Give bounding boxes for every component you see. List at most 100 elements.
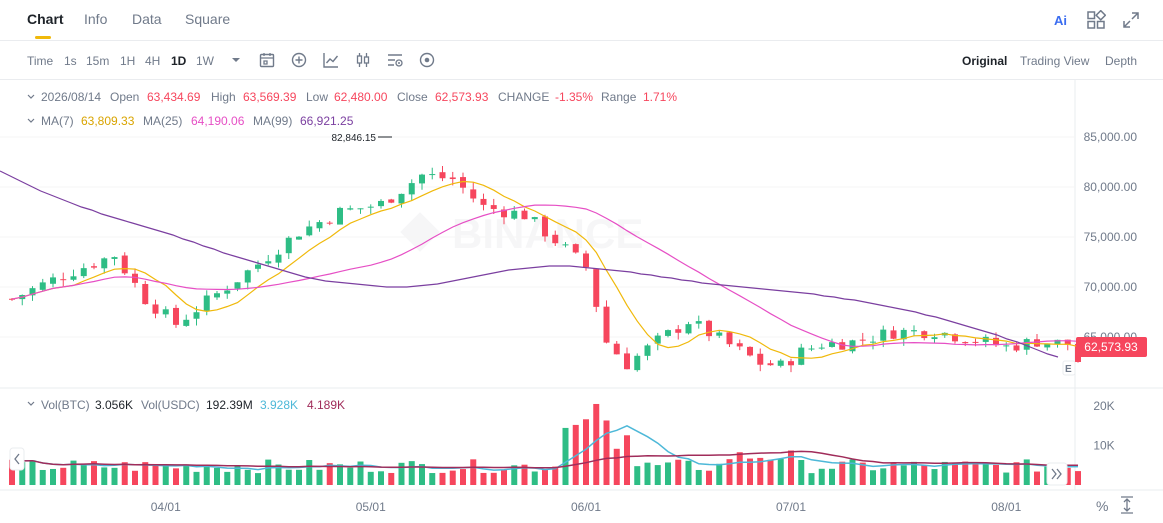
candle — [152, 299, 159, 319]
scroll-left-button[interactable] — [9, 447, 25, 471]
volume-bar — [665, 462, 671, 485]
view-original[interactable]: Original — [962, 54, 1008, 68]
volume-bar — [993, 464, 999, 485]
chevron-down-icon[interactable] — [27, 118, 35, 123]
volume-bar — [859, 462, 866, 485]
candle — [470, 182, 477, 203]
volume-bar — [777, 458, 784, 485]
volume-bar — [111, 467, 118, 485]
volume-bar — [1003, 472, 1010, 485]
calendar-icon[interactable] — [258, 51, 276, 69]
dropdown-caret-icon[interactable] — [227, 51, 245, 69]
svg-text:E: E — [1065, 364, 1072, 375]
ma99-line — [0, 170, 1059, 358]
volume-bar — [695, 469, 702, 485]
line-chart-icon[interactable] — [322, 51, 340, 69]
volume-bar — [265, 459, 272, 485]
svg-text:Vol(BTC) 3.056K Vo: Vol(BTC) 3.056K Vol(USDC) 192.39M 3.928K… — [41, 398, 345, 412]
timeframe-time[interactable]: Time — [27, 54, 54, 68]
tab-square[interactable]: Square — [185, 11, 231, 27]
volume-bar — [952, 462, 958, 485]
volume-bar — [439, 472, 446, 485]
candle — [214, 290, 220, 300]
timeframe-4h[interactable]: 4H — [145, 54, 161, 68]
volume-bar — [511, 465, 518, 485]
candle — [408, 179, 415, 201]
volume-bar — [388, 472, 395, 485]
scroll-right-button[interactable] — [1046, 462, 1068, 486]
volume-bar — [296, 469, 302, 485]
volume-bar — [162, 464, 169, 485]
timeframe-1d[interactable]: 1D — [171, 54, 187, 68]
candle — [675, 325, 682, 340]
volume-ma-lines — [11, 424, 1079, 471]
tab-chart[interactable]: Chart — [27, 11, 64, 27]
candlestick-icon[interactable] — [354, 51, 372, 69]
volume-bar — [552, 466, 559, 485]
volume-bar — [685, 460, 692, 485]
volume-bar — [757, 457, 764, 485]
timeframe-1w[interactable]: 1W — [196, 54, 214, 68]
last-bar-badge[interactable]: E — [1062, 360, 1076, 376]
volume-bar — [921, 465, 928, 485]
candle — [255, 260, 261, 273]
candle — [531, 216, 538, 222]
volume-bar — [726, 459, 733, 485]
candle — [552, 230, 559, 246]
ai-icon[interactable]: Ai — [1052, 10, 1072, 30]
timeframe-1h[interactable]: 1H — [120, 54, 136, 68]
volume-bar — [70, 460, 77, 485]
chart-toolbar: Time 1s 15m 1H 4H 1D 1W Original Trading… — [0, 41, 1163, 80]
volume-bar — [142, 462, 149, 485]
fullscreen-expand-icon[interactable] — [1121, 10, 1141, 30]
volume-bar — [429, 473, 436, 485]
svg-text:2026/08/14 Open 63: 2026/08/14 Open 63,434.69 High 63,569.39… — [41, 90, 677, 104]
volume-bar — [480, 472, 487, 485]
price-tick-label: 80,000.00 — [1084, 180, 1138, 194]
auto-scale-icon[interactable] — [1121, 496, 1133, 514]
volume-bar — [808, 473, 815, 485]
candle — [747, 346, 753, 357]
candle — [839, 338, 846, 350]
drawing-tool-icon[interactable] — [418, 51, 436, 69]
candle — [716, 330, 723, 339]
add-indicator-icon[interactable] — [290, 51, 308, 69]
tab-data[interactable]: Data — [132, 11, 162, 27]
volume-bar — [357, 461, 364, 485]
percent-icon[interactable]: % — [1096, 498, 1108, 514]
candle — [347, 205, 354, 211]
candle — [613, 340, 620, 355]
candle — [726, 331, 733, 347]
volume-bar — [941, 461, 948, 485]
view-trading-view[interactable]: Trading View — [1020, 54, 1090, 68]
volume-bar — [911, 461, 917, 485]
volume-bar — [880, 468, 887, 485]
grid-layout-icon[interactable] — [1086, 10, 1106, 30]
chevron-down-icon[interactable] — [27, 94, 35, 99]
volume-bar — [50, 468, 56, 485]
volume-bar — [408, 461, 415, 485]
candle — [121, 252, 128, 275]
volume-bar — [675, 459, 682, 485]
chart-area[interactable]: BINANCE 85,000.0080,000.0075,000.0070,00… — [0, 80, 1163, 518]
chevron-down-icon[interactable] — [27, 401, 35, 406]
volume-bar — [839, 461, 846, 485]
volume-bar — [306, 460, 313, 485]
timeframe-15m[interactable]: 15m — [86, 54, 110, 68]
volume-bar — [982, 463, 989, 485]
volume-bar — [562, 427, 569, 485]
candle — [60, 272, 67, 287]
candle — [306, 220, 313, 237]
candle — [808, 345, 815, 352]
candle — [490, 198, 497, 215]
settings-list-icon[interactable] — [386, 51, 404, 69]
tab-info[interactable]: Info — [84, 11, 108, 27]
candle — [736, 339, 743, 351]
candle — [367, 204, 374, 214]
view-depth[interactable]: Depth — [1105, 54, 1138, 68]
volume-bar — [9, 459, 15, 485]
volume-bar — [470, 459, 477, 485]
kline-chart[interactable]: BINANCE 85,000.0080,000.0075,000.0070,00… — [0, 80, 1163, 518]
candle — [757, 348, 764, 372]
timeframe-1s[interactable]: 1s — [64, 54, 77, 68]
